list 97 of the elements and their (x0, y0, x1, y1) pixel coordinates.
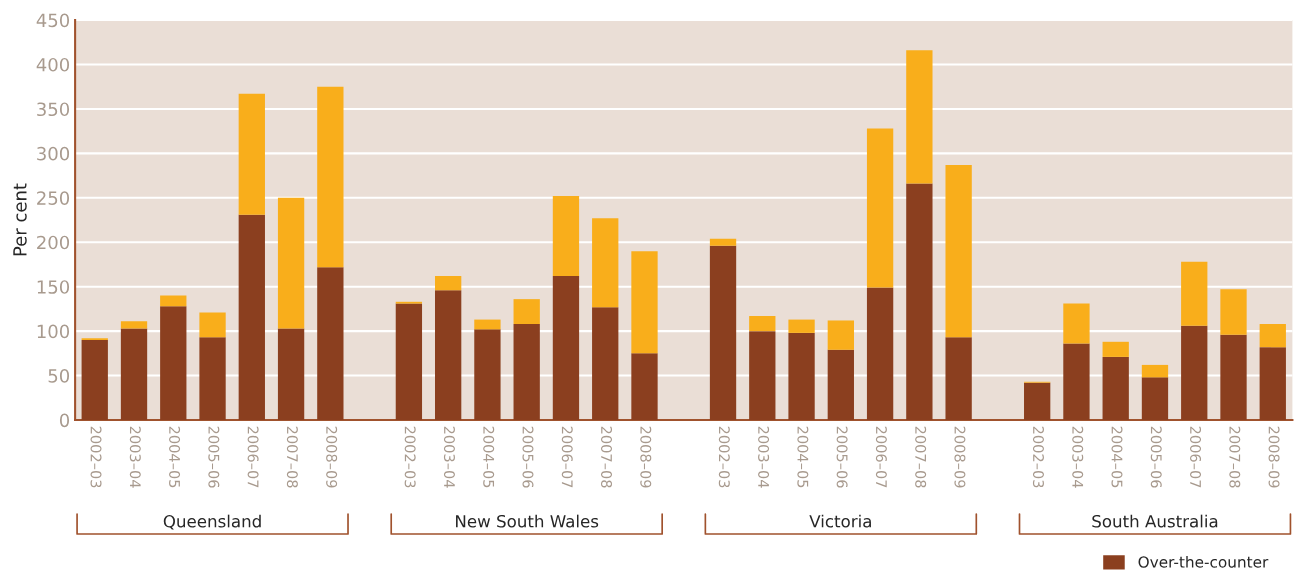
bar (1102, 356, 1129, 421)
bar (277, 197, 305, 329)
x-tick-label: 2003–04 (1072, 426, 1084, 488)
bar (435, 290, 462, 421)
bar (1141, 377, 1169, 421)
x-tick-label: 2008–09 (1268, 426, 1280, 488)
x-tick-label: 2008–09 (326, 426, 338, 488)
bar (1259, 347, 1286, 421)
bar (788, 332, 815, 421)
bar (1063, 303, 1090, 344)
bar (1181, 325, 1208, 421)
bar (160, 295, 187, 307)
x-tick-label: 2006–07 (1190, 426, 1202, 488)
text: Queensland (163, 514, 261, 530)
y-tick-label: 150 (37, 280, 70, 294)
y-tick-label: 400 (36, 57, 70, 72)
y-tick-label: 250 (37, 191, 70, 205)
bar (906, 183, 933, 421)
y-axis-title: Per cent (13, 183, 27, 256)
x-tick-label: 2007–08 (1229, 426, 1241, 488)
text: New South Wales (456, 514, 599, 528)
y-tick-label: 350 (37, 102, 70, 117)
x-tick-label: 2007–08 (286, 426, 298, 488)
legend-label: Over-the-counter (1138, 555, 1269, 568)
x-tick-label: 2003–04 (443, 426, 455, 488)
bar (513, 324, 540, 421)
bar (199, 337, 226, 421)
bar (1259, 324, 1286, 348)
x-tick-label: 2004–05 (169, 426, 181, 488)
bar (827, 349, 854, 421)
bar (631, 251, 658, 354)
y-tick-label: 0 (59, 413, 70, 428)
bar (631, 353, 658, 421)
bar (238, 93, 265, 215)
x-tick-label: 2003–04 (129, 426, 141, 488)
y-tick-label: 100 (37, 324, 70, 339)
x-tick-label: 2006–07 (561, 426, 573, 488)
y-tick-label: 300 (37, 146, 70, 161)
bar (552, 196, 580, 277)
bar (238, 214, 265, 421)
x-tick-label: 2005–06 (208, 426, 220, 488)
x-tick-label: 2003–04 (758, 426, 770, 488)
bar (1141, 364, 1169, 378)
bar (317, 267, 344, 421)
x-tick-label: 2008–09 (954, 426, 966, 488)
x-tick-label: 2004–05 (797, 426, 809, 488)
bar (749, 316, 776, 332)
bar (199, 312, 226, 338)
bar (709, 238, 737, 246)
x-tick-label: 2005–06 (1150, 426, 1162, 488)
bar (709, 245, 737, 421)
x-tick-label: 2002–03 (404, 426, 416, 488)
x-tick-label: 2002–03 (718, 426, 730, 488)
bar (1181, 261, 1208, 326)
bar (945, 337, 972, 421)
bar (513, 299, 540, 325)
bar (435, 276, 462, 291)
bar (866, 287, 894, 421)
bar (120, 321, 148, 329)
y-tick-label: 50 (48, 369, 70, 383)
bar (592, 307, 619, 421)
bar (592, 218, 619, 308)
bar (788, 319, 815, 333)
bar (1024, 382, 1051, 421)
bar (81, 340, 108, 421)
x-tick-label: 2006–07 (247, 426, 259, 488)
bar (395, 303, 423, 421)
text: South Australia (1092, 514, 1218, 528)
x-tick-label: 2002–03 (90, 426, 102, 488)
bar (749, 331, 776, 421)
x-tick-label: 2002–03 (1032, 426, 1044, 488)
bar (1220, 334, 1247, 421)
bar (474, 319, 501, 330)
bar (317, 86, 344, 268)
bar (160, 306, 187, 421)
x-tick-label: 2008–09 (640, 426, 652, 488)
bar (827, 320, 854, 350)
bar (1063, 343, 1090, 421)
bar (1102, 341, 1129, 357)
bar (906, 50, 933, 184)
x-tick-label: 2007–08 (915, 426, 927, 488)
bar (120, 328, 148, 421)
x-tick-label: 2006–07 (875, 426, 887, 488)
x-tick-label: 2007–08 (600, 426, 613, 488)
bar (277, 328, 305, 421)
x-tick-label: 2004–05 (483, 426, 495, 488)
x-tick-label: 2005–06 (522, 426, 534, 488)
bar (866, 128, 894, 288)
bar (474, 329, 501, 421)
bar (1220, 289, 1247, 335)
y-tick-label: 200 (37, 235, 70, 250)
y-tick-label: 450 (36, 13, 70, 28)
text: Victoria (809, 514, 871, 528)
x-tick-label: 2004–05 (1111, 426, 1123, 488)
bar (552, 276, 580, 421)
x-tick-label: 2005–06 (836, 426, 848, 488)
bar (945, 164, 972, 338)
